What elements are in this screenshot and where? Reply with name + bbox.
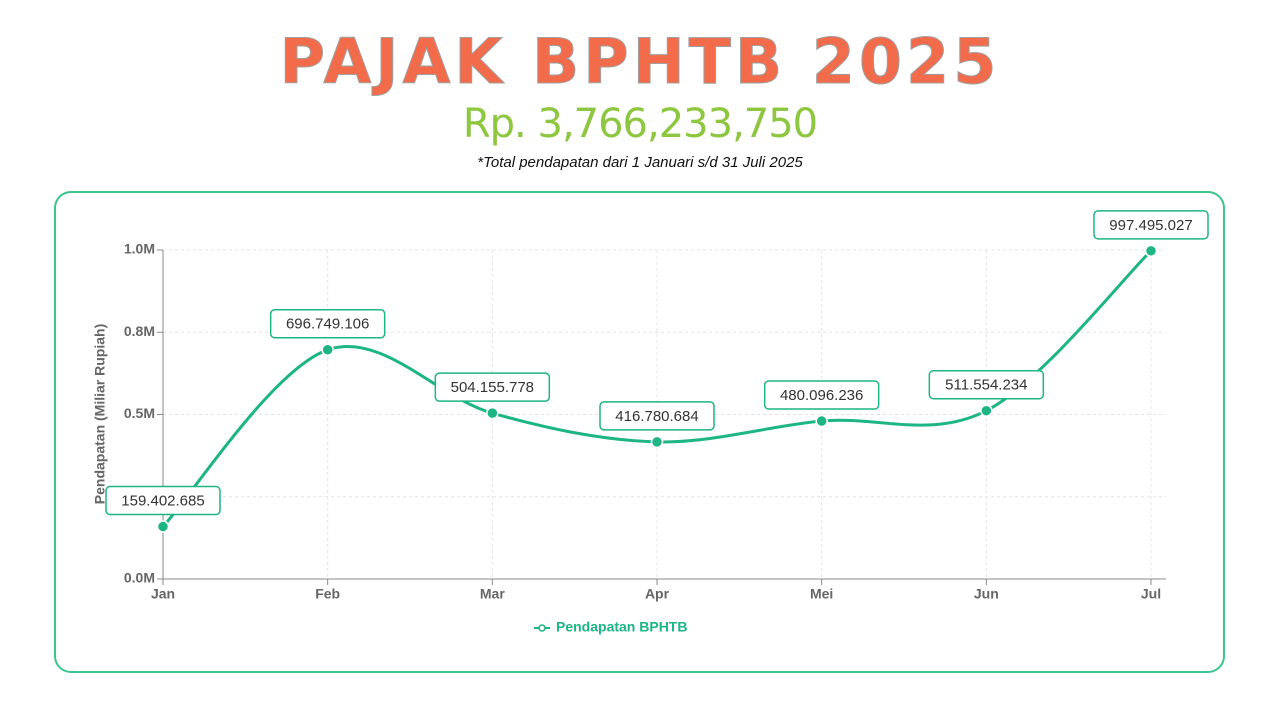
x-tick-label: Jan bbox=[151, 586, 175, 602]
data-label-text: 416.780.684 bbox=[615, 408, 698, 425]
data-label: 159.402.685 bbox=[105, 485, 221, 516]
legend-marker bbox=[538, 624, 546, 632]
y-axis-label: Pendapatan (Miliar Rupiah) bbox=[92, 324, 108, 504]
data-label-text: 504.155.778 bbox=[451, 379, 534, 396]
data-label-box bbox=[599, 401, 715, 431]
data-label-text: 480.096.236 bbox=[780, 387, 863, 404]
data-label: 511.554.234 bbox=[928, 369, 1045, 400]
y-tick-label: 1.0M bbox=[124, 241, 155, 257]
data-label-text: 696.749.106 bbox=[286, 316, 369, 333]
data-label-box bbox=[763, 380, 880, 410]
data-point bbox=[980, 404, 993, 417]
y-tick-label: 0.8M bbox=[124, 323, 155, 339]
data-point bbox=[650, 435, 664, 449]
note: *Total pendapatan dari 1 Januari s/d 31 … bbox=[477, 154, 803, 171]
data-point bbox=[156, 520, 170, 533]
x-tick-label: Mei bbox=[810, 586, 833, 602]
data-label-box bbox=[928, 369, 1045, 400]
data-label-box bbox=[269, 309, 386, 339]
data-point bbox=[486, 406, 499, 420]
total-revenue: Rp. 3,766,233,750 bbox=[463, 101, 817, 147]
legend-label: Pendapatan BPHTB bbox=[556, 619, 687, 635]
data-label-box bbox=[434, 372, 551, 402]
y-tick-label: 0.0M bbox=[124, 570, 155, 586]
y-tick-label: 0.5M bbox=[124, 405, 155, 421]
data-label: 480.096.236 bbox=[763, 380, 880, 410]
data-label-box bbox=[105, 485, 221, 516]
x-tick-label: Feb bbox=[315, 586, 340, 602]
x-tick-label: Mar bbox=[480, 586, 505, 602]
data-label-text: 997.495.027 bbox=[1109, 217, 1192, 234]
data-label: 696.749.106 bbox=[269, 309, 386, 339]
data-point bbox=[321, 343, 334, 357]
x-tick-label: Jun bbox=[974, 586, 999, 602]
data-point bbox=[1144, 244, 1158, 258]
page-title: PAJAK BPHTB 2025 bbox=[280, 25, 1001, 98]
data-label: 416.780.684 bbox=[599, 401, 715, 431]
chart-card bbox=[54, 191, 1225, 673]
data-label-box bbox=[1093, 210, 1209, 240]
x-tick-label: Jul bbox=[1141, 586, 1161, 602]
x-tick-label: Apr bbox=[645, 586, 670, 602]
data-label: 504.155.778 bbox=[434, 372, 551, 402]
data-label-text: 159.402.685 bbox=[121, 493, 204, 510]
data-label-text: 511.554.234 bbox=[945, 377, 1027, 394]
data-point bbox=[815, 414, 828, 428]
data-label: 997.495.027 bbox=[1093, 210, 1209, 240]
